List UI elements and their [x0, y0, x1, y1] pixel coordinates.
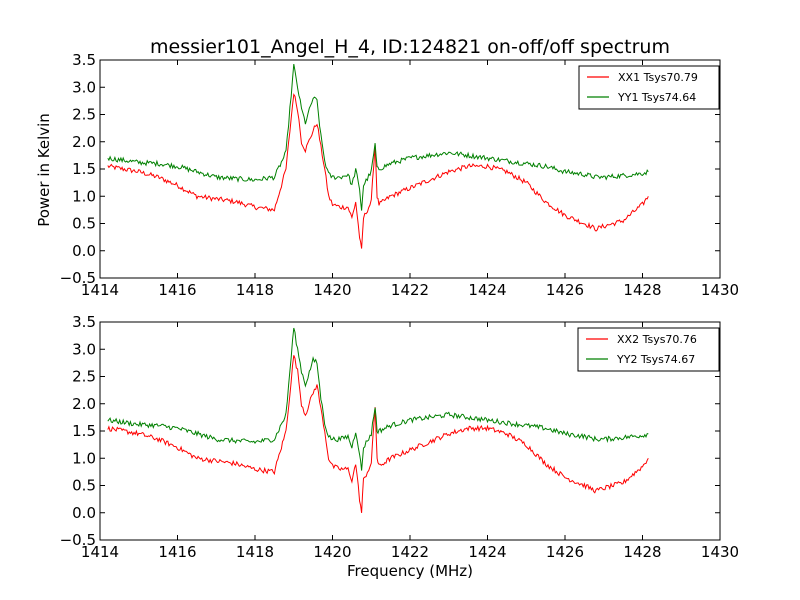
x-tick-label: 1424 [468, 281, 506, 299]
legend-label: YY2 Tsys74.67 [616, 353, 695, 366]
legend: XX1 Tsys70.79 YY1 Tsys74.64 [578, 65, 720, 110]
y-tick-label: 2.0 [72, 395, 96, 413]
x-tick-label: 1424 [468, 543, 506, 561]
legend-box [577, 327, 720, 372]
legend-box [578, 65, 720, 110]
series-line-2 [107, 64, 649, 211]
legend-label: XX1 Tsys70.79 [618, 71, 698, 84]
y-tick-label: 3.5 [72, 51, 96, 69]
x-tick-label: 1426 [546, 281, 584, 299]
x-tick-label: 1416 [158, 543, 196, 561]
y-axis-label: Power in Kelvin [35, 113, 53, 227]
y-tick-label: 0.0 [72, 242, 96, 260]
x-axis-label: Frequency (MHz) [347, 562, 473, 580]
x-tick-label: 1430 [701, 281, 739, 299]
y-tick-label: 0.0 [72, 504, 96, 522]
x-tick-label: 1422 [391, 281, 429, 299]
legend: XX2 Tsys70.76 YY2 Tsys74.67 [577, 327, 720, 372]
y-tick-label: 2.5 [72, 368, 96, 386]
legend-label: YY1 Tsys74.64 [617, 91, 696, 104]
y-tick-label: 1.5 [72, 422, 96, 440]
x-tick-label: 1422 [391, 543, 429, 561]
x-tick-label: 1420 [313, 281, 351, 299]
y-tick-label: 3.5 [72, 313, 96, 331]
chart-panel-2: 1414 1416 1418 1420 1422 1424 1426 1428 1430 −0.5… [60, 313, 740, 561]
chart-title: messier101_Angel_H_4, ID:124821 on-off/o… [150, 36, 670, 58]
x-tick-label: 1426 [546, 543, 584, 561]
x-tick-label: 1416 [158, 281, 196, 299]
x-tick-label: 1414 [81, 281, 119, 299]
y-tick-label: 0.5 [72, 215, 96, 233]
x-tick-label: 1414 [81, 543, 119, 561]
y-tick-label: 1.0 [72, 187, 96, 205]
x-tick-label: 1418 [236, 543, 274, 561]
y-tick-label: 1.0 [72, 449, 96, 467]
y-tick-label: −0.5 [60, 531, 96, 549]
y-tick-label: 2.5 [72, 106, 96, 124]
x-tick-label: 1428 [623, 281, 661, 299]
x-tick-label: 1428 [623, 543, 661, 561]
chart-panel-1: 1414 1416 1418 1420 1422 1424 1426 1428 1430 −0.5… [60, 51, 740, 299]
series-line-1 [107, 355, 649, 513]
series-line-1 [107, 93, 649, 249]
x-tick-label: 1418 [236, 281, 274, 299]
series-line-2 [107, 327, 649, 471]
y-tick-label: 2.0 [72, 133, 96, 151]
x-tick-label: 1420 [313, 543, 351, 561]
y-tick-label: −0.5 [60, 269, 96, 287]
legend-label: XX2 Tsys70.76 [617, 333, 697, 346]
y-tick-label: 1.5 [72, 160, 96, 178]
y-tick-label: 3.0 [72, 340, 96, 358]
x-tick-label: 1430 [701, 543, 739, 561]
y-tick-label: 0.5 [72, 477, 96, 495]
y-tick-label: 3.0 [72, 78, 96, 96]
